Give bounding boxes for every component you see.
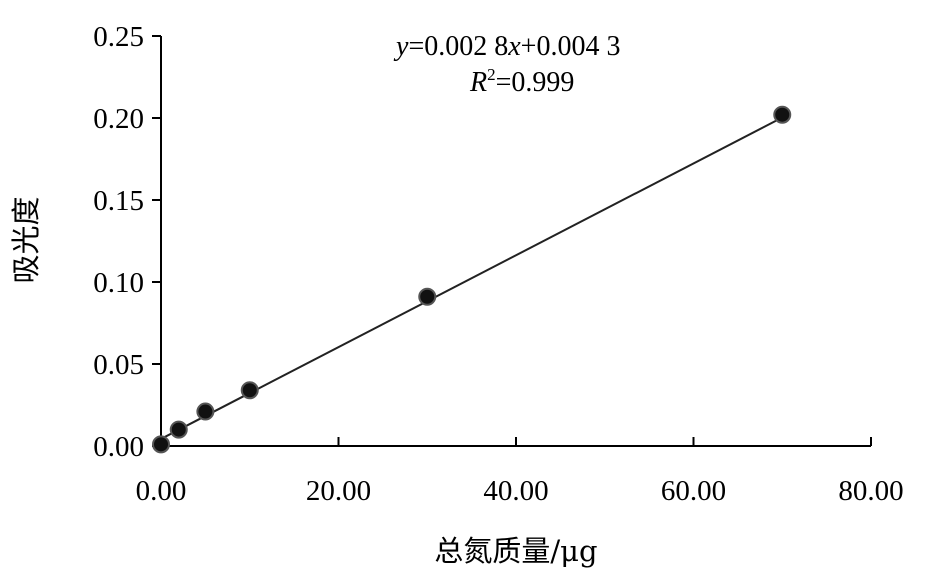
x-tick-label: 80.00 <box>838 475 903 507</box>
x-tick-label: 60.00 <box>661 475 726 507</box>
equation-part2: +0.004 3 <box>521 31 621 62</box>
equation-x-var: x <box>507 31 521 62</box>
y-tick-label: 0.00 <box>93 431 144 463</box>
x-ticks: 0.00 20.00 40.00 60.00 80.00 <box>136 437 904 507</box>
r-value: =0.999 <box>496 67 575 98</box>
data-point <box>152 435 170 454</box>
r-sup: 2 <box>487 65 496 84</box>
data-point <box>773 105 792 124</box>
equation-y-var: y <box>393 31 409 62</box>
data-point <box>196 402 215 421</box>
x-tick-label: 0.00 <box>136 475 187 507</box>
data-points <box>152 105 792 454</box>
x-tick-label: 40.00 <box>483 475 548 507</box>
y-tick-label: 0.15 <box>93 185 144 217</box>
equation-annotation: y=0.002 8x+0.004 3 <box>393 31 620 62</box>
data-point <box>169 420 188 439</box>
equation-part1: =0.002 8 <box>408 31 508 62</box>
y-tick-label: 0.05 <box>93 349 144 381</box>
y-tick-label: 0.10 <box>93 267 144 299</box>
data-point <box>240 381 259 400</box>
y-axis-title: 吸光度 <box>9 196 43 283</box>
trendline <box>160 116 783 440</box>
r-squared-annotation: R2=0.999 <box>469 65 574 98</box>
y-tick-label: 0.20 <box>93 103 144 135</box>
x-tick-label: 20.00 <box>306 475 371 507</box>
r-var: R <box>469 67 487 98</box>
x-axis-title: 总氮质量/μg <box>434 534 597 568</box>
y-ticks: 0.00 0.05 0.10 0.15 0.20 0.25 <box>93 21 161 463</box>
data-point <box>418 287 437 306</box>
y-tick-label: 0.25 <box>93 21 144 53</box>
